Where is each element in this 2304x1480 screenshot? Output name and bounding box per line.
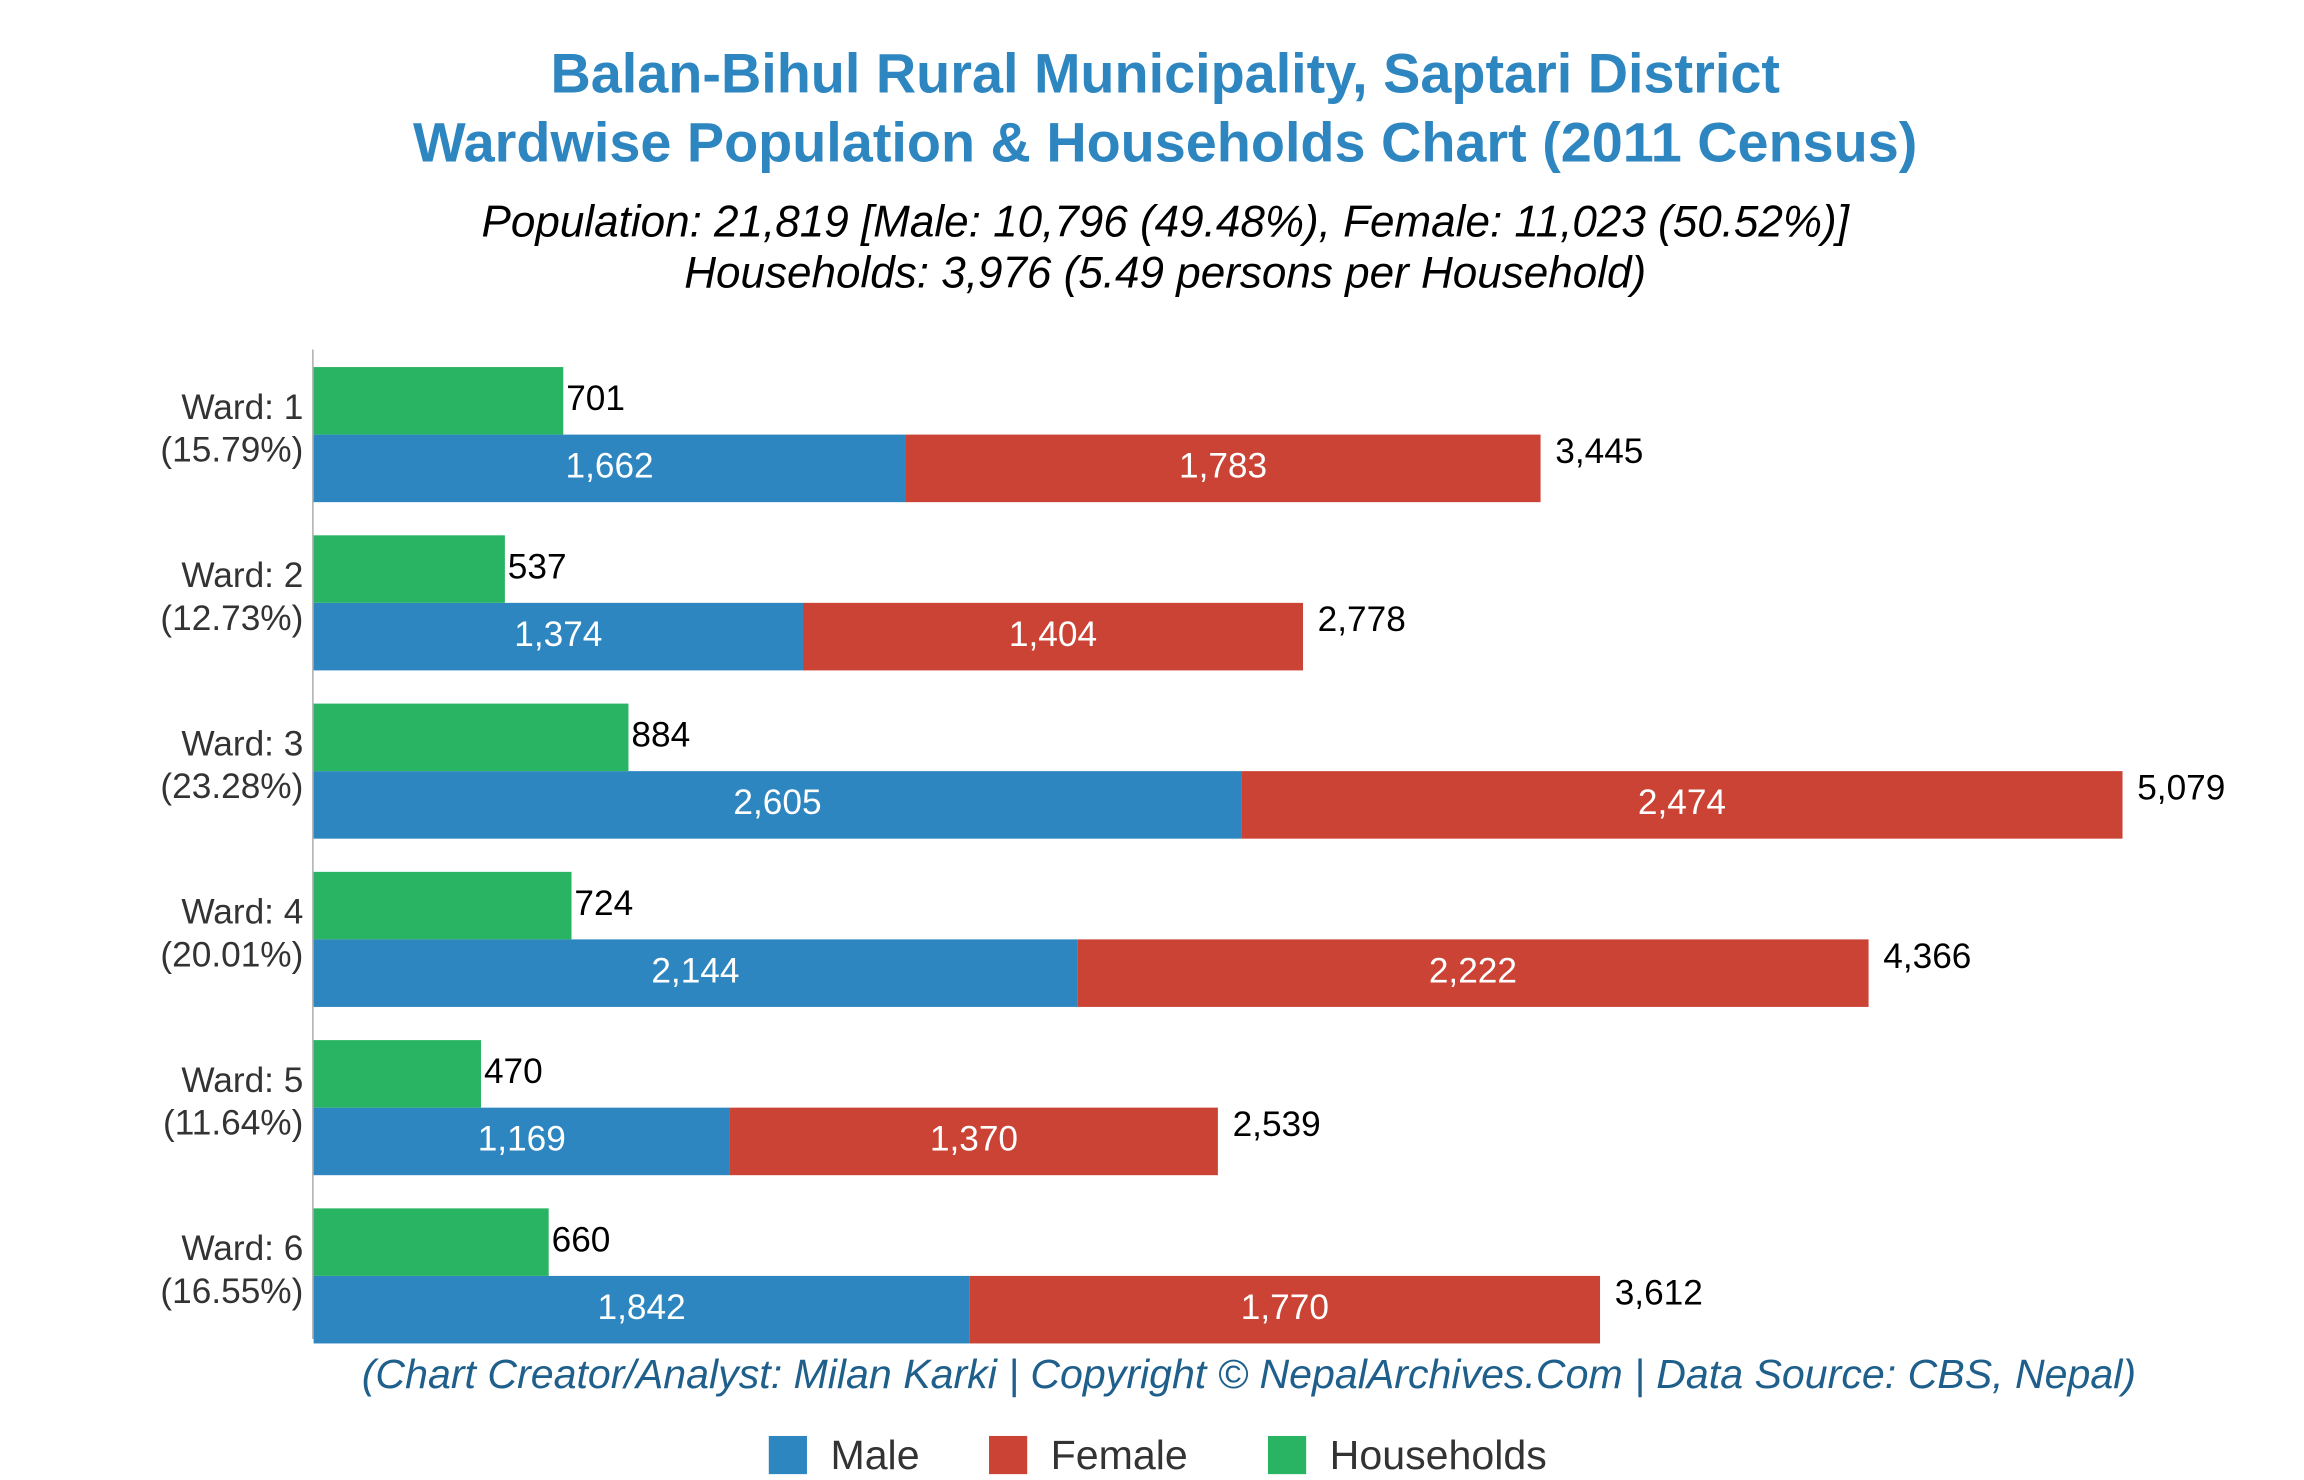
total-label: 4,366: [1883, 937, 1971, 976]
bar: [313, 1208, 549, 1276]
bar: [313, 703, 629, 772]
legend-label: Households: [1330, 1432, 1547, 1478]
y-tick-label: (15.79%): [160, 431, 303, 470]
data-label: 2,144: [651, 951, 739, 990]
bar: [313, 871, 572, 940]
y-tick-label: (23.28%): [160, 767, 303, 806]
bar: [969, 1275, 1601, 1344]
y-tick-label: (20.01%): [160, 935, 303, 974]
y-tick-label: (11.64%): [163, 1104, 303, 1143]
data-label: 2,222: [1429, 951, 1517, 990]
data-label: 1,374: [514, 615, 602, 654]
bar: [313, 1040, 482, 1108]
data-label: 1,370: [930, 1120, 1018, 1159]
bar: [313, 1107, 730, 1176]
bar: [313, 434, 906, 503]
chart-title: Balan-Bihul Rural Municipality, Saptari …: [550, 42, 1779, 105]
data-label: 1,783: [1179, 447, 1267, 486]
legend-label: Male: [830, 1432, 919, 1478]
bar: [802, 602, 1304, 671]
data-label: 2,474: [1638, 783, 1726, 822]
y-tick-label: (12.73%): [160, 599, 303, 638]
bar: [729, 1107, 1218, 1176]
legend-label: Female: [1051, 1432, 1188, 1478]
legend-swatch: [1267, 1435, 1307, 1475]
data-label: 2,605: [733, 783, 821, 822]
y-tick-label: Ward: 5: [181, 1061, 303, 1100]
y-tick-label: Ward: 4: [181, 893, 303, 932]
y-tick-label: Ward: 3: [181, 724, 303, 763]
chart-title: Wardwise Population & Households Chart (…: [413, 111, 1917, 174]
bar: [1077, 939, 1869, 1007]
bar: [313, 535, 505, 603]
data-label: 470: [484, 1052, 543, 1091]
legend-swatch: [768, 1435, 807, 1475]
total-label: 5,079: [2137, 769, 2225, 808]
data-label: 884: [631, 716, 690, 755]
total-label: 3,612: [1615, 1273, 1703, 1312]
data-label: 1,662: [566, 447, 654, 486]
data-label: 1,169: [478, 1120, 566, 1159]
y-tick-label: Ward: 2: [181, 556, 303, 595]
bar: [313, 939, 1078, 1007]
total-label: 2,778: [1318, 600, 1406, 639]
total-label: 2,539: [1233, 1105, 1321, 1144]
data-label: 701: [566, 379, 625, 418]
bar: [313, 602, 803, 671]
bar: [313, 367, 564, 435]
data-label: 1,842: [598, 1288, 686, 1327]
chart-subtitle: Households: 3,976 (5.49 persons per Hous…: [684, 249, 1646, 298]
bar: [1241, 771, 2123, 839]
data-label: 724: [574, 884, 633, 923]
data-label: 537: [508, 547, 567, 586]
bar: [313, 1275, 970, 1344]
total-label: 3,445: [1555, 432, 1643, 471]
y-tick-label: (16.55%): [160, 1272, 303, 1311]
data-label: 1,770: [1241, 1288, 1329, 1327]
legend-swatch: [989, 1435, 1028, 1475]
data-label: 1,404: [1009, 615, 1097, 654]
y-tick-label: Ward: 1: [181, 388, 303, 427]
data-label: 660: [552, 1220, 611, 1259]
y-tick-label: Ward: 6: [181, 1229, 303, 1268]
chart-subtitle: Population: 21,819 [Male: 10,796 (49.48%…: [481, 197, 1850, 246]
bar: [313, 771, 1242, 839]
bar: [905, 434, 1541, 503]
chart-note: (Chart Creator/Analyst: Milan Karki | Co…: [362, 1351, 2136, 1397]
